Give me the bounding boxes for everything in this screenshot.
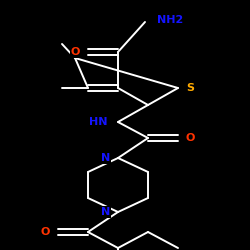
Text: O: O xyxy=(71,47,80,57)
Text: O: O xyxy=(40,227,50,237)
Text: N: N xyxy=(101,207,110,217)
Text: HN: HN xyxy=(90,117,108,127)
Text: N: N xyxy=(101,153,110,163)
Text: O: O xyxy=(186,133,196,143)
Text: NH2: NH2 xyxy=(157,15,183,25)
Text: S: S xyxy=(186,83,194,93)
